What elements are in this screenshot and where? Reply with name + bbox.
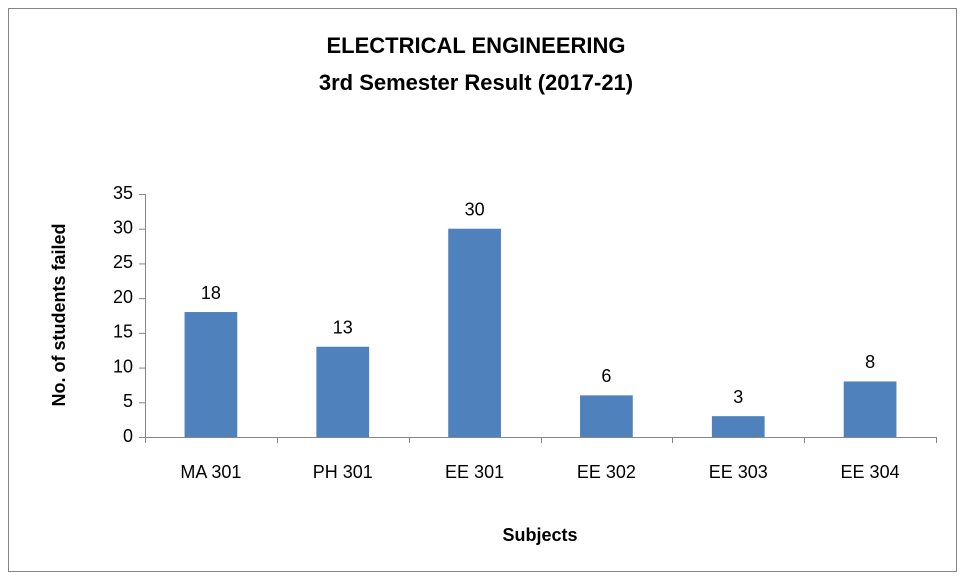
bar <box>448 228 501 437</box>
y-tick-label: 25 <box>113 252 133 272</box>
bar <box>184 312 238 437</box>
x-tick-label: PH 301 <box>313 462 373 482</box>
y-tick-label: 5 <box>123 391 133 411</box>
data-label: 13 <box>333 317 353 337</box>
y-tick-label: 30 <box>113 217 133 237</box>
data-label: 3 <box>733 387 743 407</box>
x-tick-label: EE 302 <box>577 462 636 482</box>
x-tick-label: EE 304 <box>841 462 900 482</box>
y-tick-label: 15 <box>113 322 133 342</box>
data-label: 6 <box>601 366 611 386</box>
bar <box>711 416 765 437</box>
y-tick-label: 35 <box>113 183 133 203</box>
x-tick-label: EE 303 <box>709 462 768 482</box>
y-tick-label: 10 <box>113 356 133 376</box>
chart-title: ELECTRICAL ENGINEERING <box>326 33 625 58</box>
data-label: 8 <box>865 352 875 372</box>
data-label: 18 <box>201 283 221 303</box>
y-axis-title: No. of students failed <box>49 223 69 406</box>
x-tick-label: EE 301 <box>445 462 504 482</box>
x-axis-title: Subjects <box>502 525 577 545</box>
bar <box>843 381 897 437</box>
data-label: 30 <box>465 199 485 219</box>
y-tick-label: 20 <box>113 287 133 307</box>
bar <box>580 395 633 437</box>
bar <box>316 346 370 437</box>
chart-subtitle: 3rd Semester Result (2017-21) <box>319 70 633 95</box>
x-tick-label: MA 301 <box>180 462 241 482</box>
y-tick-label: 0 <box>123 426 133 446</box>
